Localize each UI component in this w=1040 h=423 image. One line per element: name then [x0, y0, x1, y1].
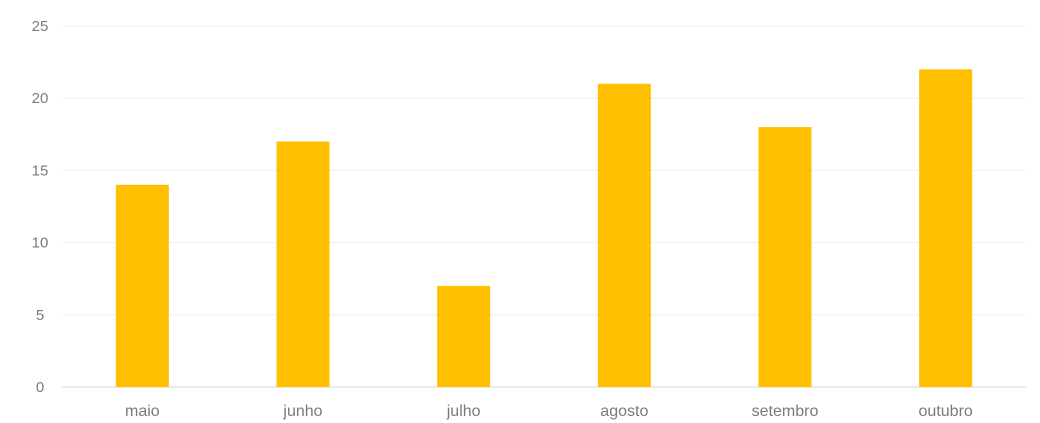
x-tick-label-maio: maio: [125, 403, 160, 420]
chart-bars: [115, 69, 973, 387]
y-tick-label-5: 5: [36, 307, 44, 324]
x-tick-label-outubro: outubro: [919, 403, 973, 420]
y-tick-label-10: 10: [32, 235, 49, 252]
x-axis-labels: maio junho julho agosto setembro outubro: [125, 403, 973, 420]
x-tick-label-junho: junho: [282, 403, 322, 420]
chart-gridlines: [62, 25, 1026, 388]
x-tick-label-agosto: agosto: [600, 403, 648, 420]
y-tick-label-25: 25: [32, 18, 49, 35]
y-tick-label-20: 20: [32, 90, 49, 107]
y-tick-label-15: 15: [32, 162, 49, 179]
bar-outubro: [919, 69, 973, 387]
bar-agosto: [597, 83, 651, 387]
x-tick-label-setembro: setembro: [752, 403, 819, 420]
x-tick-label-julho: julho: [446, 403, 481, 420]
bar-julho: [437, 285, 491, 387]
bar-junho: [276, 141, 330, 387]
y-tick-label-0: 0: [36, 379, 44, 396]
y-axis-ticks: 0 5 10 15 20 25: [32, 18, 49, 396]
bar-setembro: [758, 127, 812, 387]
bar-maio: [115, 184, 169, 387]
